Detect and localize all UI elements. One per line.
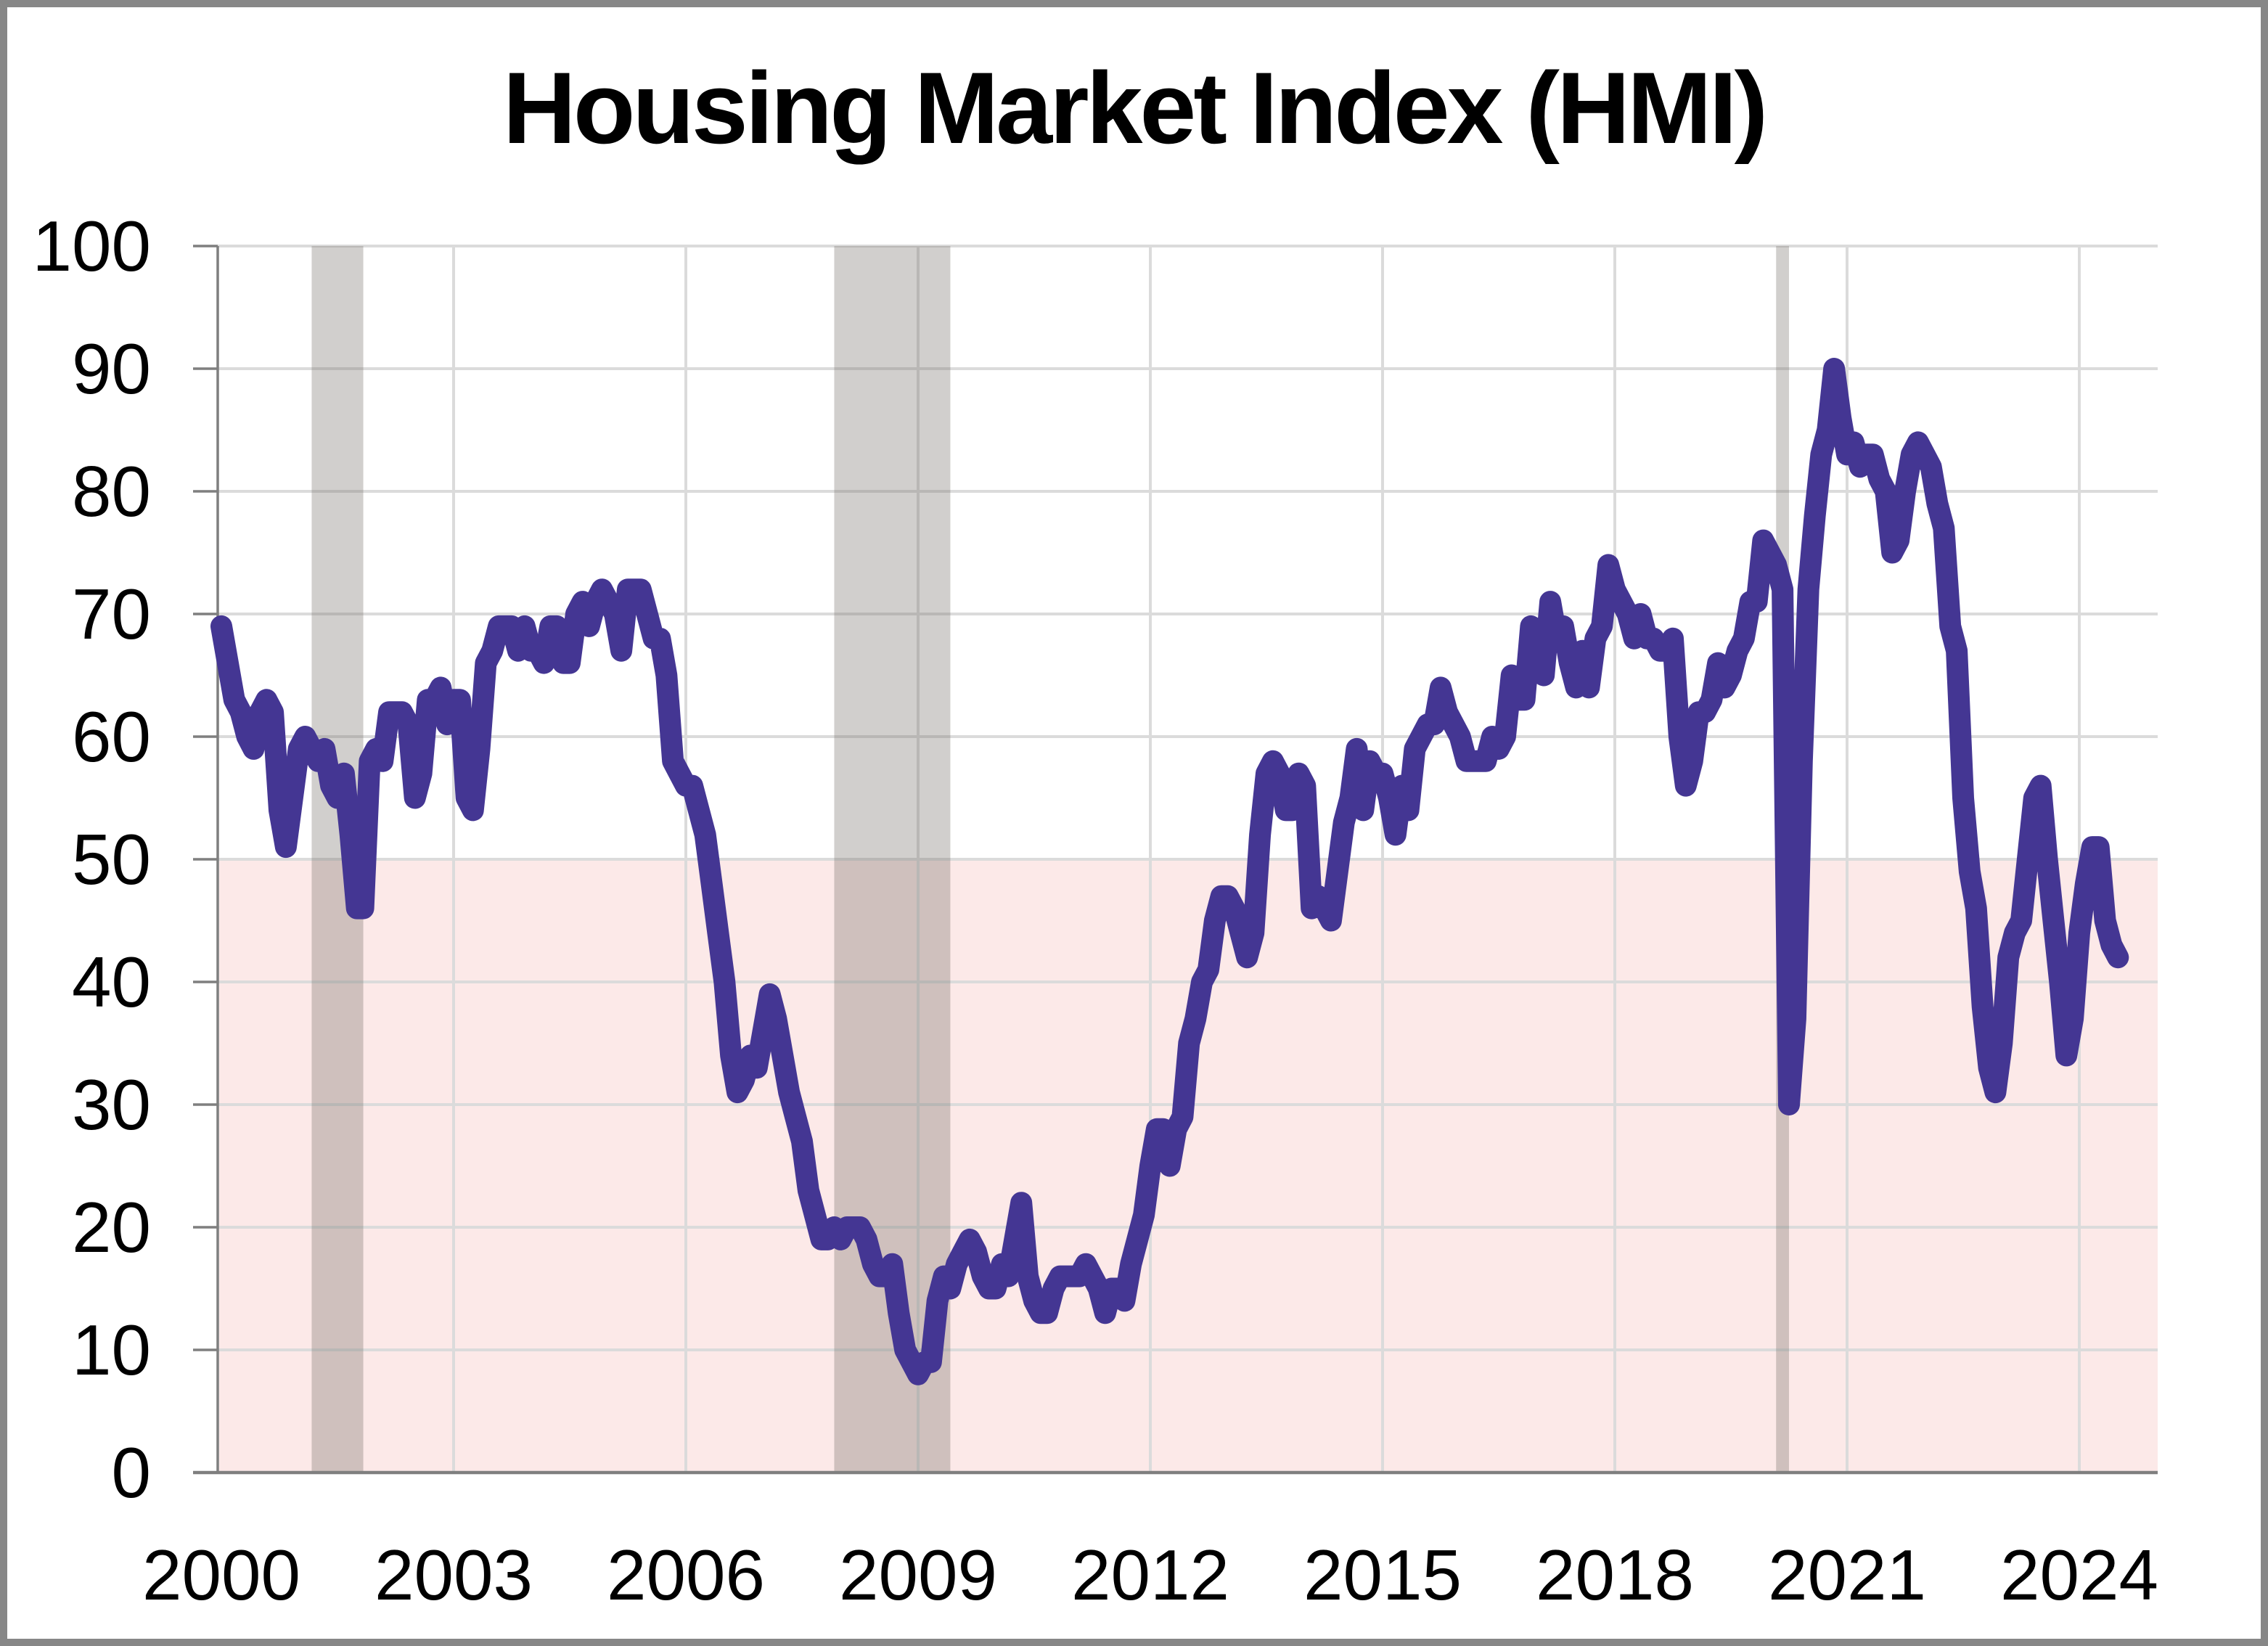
y-tick-label: 80 bbox=[72, 451, 151, 531]
x-tick-label: 2006 bbox=[607, 1535, 765, 1615]
x-tick-label: 2024 bbox=[2000, 1535, 2158, 1615]
y-tick-label: 20 bbox=[72, 1187, 151, 1267]
x-tick-label: 2003 bbox=[374, 1535, 533, 1615]
y-tick-label: 70 bbox=[72, 574, 151, 654]
x-tick-label: 2009 bbox=[839, 1535, 997, 1615]
x-tick-label: 2015 bbox=[1303, 1535, 1462, 1615]
below-50-zone bbox=[219, 859, 2158, 1473]
y-tick-label: 90 bbox=[72, 329, 151, 409]
y-tick-label: 30 bbox=[72, 1065, 151, 1145]
y-tick-label: 10 bbox=[72, 1310, 151, 1390]
y-tick-label: 40 bbox=[72, 942, 151, 1022]
hmi-series-line bbox=[210, 358, 2129, 1385]
x-tick-label: 2021 bbox=[1768, 1535, 1926, 1615]
x-tick-label: 2000 bbox=[142, 1535, 300, 1615]
y-tick-label: 100 bbox=[32, 206, 151, 286]
y-tick-label: 50 bbox=[72, 819, 151, 899]
x-tick-label: 2018 bbox=[1536, 1535, 1694, 1615]
x-tick-label: 2012 bbox=[1071, 1535, 1229, 1615]
chart-title: Housing Market Index (HMI) bbox=[502, 51, 1768, 165]
y-tick-label: 0 bbox=[111, 1433, 151, 1512]
y-tick-label: 60 bbox=[72, 697, 151, 777]
